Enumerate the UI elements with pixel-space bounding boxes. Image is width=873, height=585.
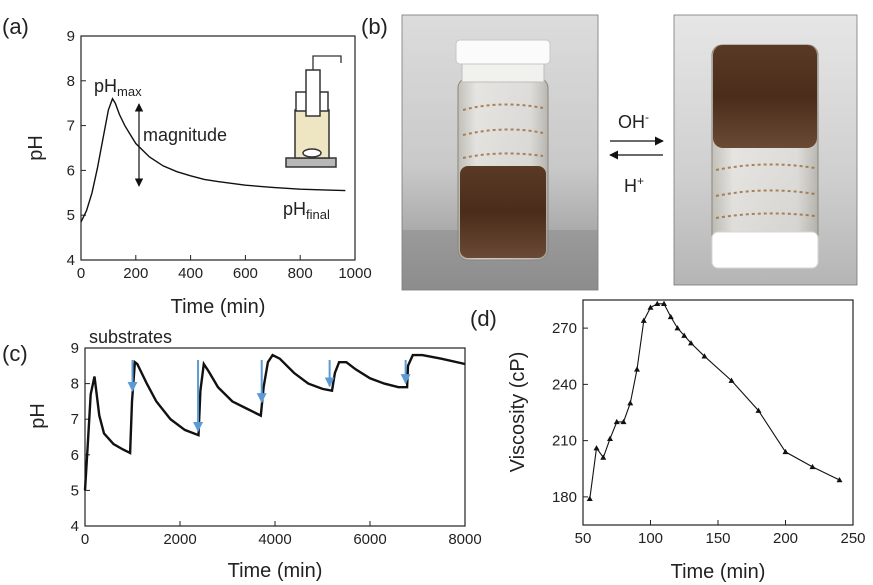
transition-arrows: OH- H+ xyxy=(609,110,664,196)
panel-d-label: (d) xyxy=(470,306,497,331)
x-tick-label: 150 xyxy=(705,530,730,547)
data-point-marker xyxy=(593,445,600,451)
x-tick-label: 800 xyxy=(288,265,313,282)
x-tick-label: 200 xyxy=(773,530,798,547)
chart-a-magnitude-label: magnitude xyxy=(143,125,227,145)
data-point-marker xyxy=(782,448,789,455)
chart-c: 0 2000 4000 6000 8000 4 5 6 7 8 9 substrates Time … xyxy=(27,327,482,582)
x-tick-label: 0 xyxy=(81,531,89,548)
y-tick-label: 9 xyxy=(67,28,75,45)
y-tick-label: 6 xyxy=(71,447,79,464)
panel-b-label: (b) xyxy=(361,14,388,39)
y-tick-label: 210 xyxy=(552,433,577,450)
y-tick-label: 5 xyxy=(71,482,79,499)
data-point-marker xyxy=(674,325,681,331)
y-tick-label: 270 xyxy=(552,320,577,337)
y-tick-label: 7 xyxy=(67,118,75,135)
data-point-marker xyxy=(634,366,640,372)
chart-c-series-line xyxy=(83,353,466,491)
x-tick-label: 50 xyxy=(575,530,592,547)
data-point-marker xyxy=(600,454,607,460)
data-point-marker xyxy=(728,377,735,383)
data-point-marker xyxy=(607,435,613,441)
y-tick-label: 6 xyxy=(67,162,75,179)
chart-a-xlabel: Time (min) xyxy=(171,296,266,318)
photo-vial-liquid xyxy=(401,14,599,291)
data-point-marker xyxy=(654,300,661,306)
x-tick-label: 1000 xyxy=(338,265,371,282)
chart-c-ticks: 0 2000 4000 6000 8000 4 5 6 7 8 9 xyxy=(71,340,482,548)
panel-d: (d) 50 100 150 200 250 180 210 240 270 Time (min… xyxy=(470,299,866,583)
chart-a-ylabel: pH xyxy=(25,135,47,161)
chart-c-ylabel: pH xyxy=(27,403,49,429)
x-tick-label: 8000 xyxy=(448,531,481,548)
x-tick-label: 2000 xyxy=(163,531,196,548)
data-point-marker xyxy=(688,340,694,346)
backward-arrow-label: H+ xyxy=(624,174,644,196)
chart-d-xlabel: Time (min) xyxy=(671,561,766,583)
y-tick-label: 9 xyxy=(71,340,79,357)
chart-d-ticks: 50 100 150 200 250 180 210 240 270 xyxy=(552,320,866,547)
x-tick-label: 100 xyxy=(638,530,663,547)
x-tick-label: 600 xyxy=(233,265,258,282)
chart-d-ylabel: Viscosity (cP) xyxy=(507,352,529,473)
y-tick-label: 240 xyxy=(552,376,577,393)
data-point-marker xyxy=(809,463,816,470)
panel-c: (c) 0 2000 4000 6000 8000 4 5 6 7 8 9 substrates T… xyxy=(2,327,482,582)
y-tick-label: 4 xyxy=(67,252,75,269)
data-point-marker xyxy=(836,477,843,483)
data-point-marker xyxy=(701,353,708,359)
data-point-marker xyxy=(620,418,627,425)
data-point-marker xyxy=(640,317,647,323)
y-tick-label: 8 xyxy=(71,376,79,393)
x-tick-label: 0 xyxy=(77,265,85,282)
chart-a-phmax-label: pHmax xyxy=(94,76,142,99)
data-point-marker xyxy=(755,407,762,413)
x-tick-label: 250 xyxy=(840,530,865,547)
chart-d-points xyxy=(586,300,843,501)
x-tick-label: 400 xyxy=(178,265,203,282)
chart-d-series-line xyxy=(589,303,840,499)
electrode-schematic-icon xyxy=(285,55,342,168)
chart-a-frame xyxy=(80,35,356,261)
y-tick-label: 8 xyxy=(67,73,75,90)
x-tick-label: 200 xyxy=(123,265,148,282)
chart-c-xlabel: Time (min) xyxy=(228,560,323,582)
y-tick-label: 180 xyxy=(552,489,577,506)
forward-arrow-label: OH- xyxy=(618,110,649,132)
data-point-marker xyxy=(613,418,620,425)
x-tick-label: 4000 xyxy=(258,531,291,548)
panel-b: (b) OH- H+ xyxy=(361,14,858,291)
y-tick-label: 5 xyxy=(67,207,75,224)
y-tick-label: 4 xyxy=(71,518,79,535)
chart-c-substrates-label: substrates xyxy=(89,327,172,347)
data-point-marker xyxy=(586,495,593,501)
chart-d-frame xyxy=(582,299,854,526)
data-point-marker xyxy=(661,300,667,306)
chart-a-phfinal-label: pHfinal xyxy=(283,199,330,222)
data-point-marker xyxy=(627,400,634,406)
panel-c-label: (c) xyxy=(2,341,28,366)
panel-a: (a) 0 200 400 600 800 1000 4 5 6 7 8 9 pHmax magnit… xyxy=(2,14,372,318)
chart-c-substrate-arrows xyxy=(127,360,411,433)
chart-a-ticks: 0 200 400 600 800 1000 4 5 6 7 8 9 xyxy=(67,28,372,282)
y-tick-label: 7 xyxy=(71,411,79,428)
photo-vial-gel-inverted xyxy=(673,14,858,286)
data-point-marker xyxy=(681,332,688,338)
chart-d: 50 100 150 200 250 180 210 240 270 Time (min) Vi… xyxy=(507,299,866,583)
panel-a-label: (a) xyxy=(2,14,29,39)
data-point-marker xyxy=(647,304,654,310)
data-point-marker xyxy=(667,313,674,320)
x-tick-label: 6000 xyxy=(353,531,386,548)
